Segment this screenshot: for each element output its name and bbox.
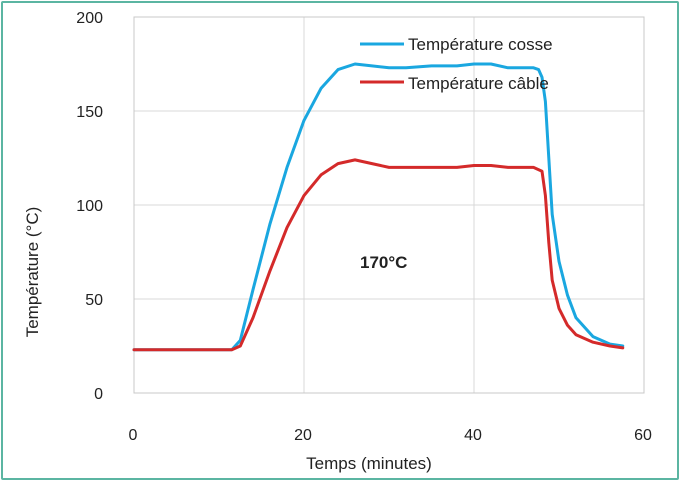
x-tick-label: 0 xyxy=(129,427,138,444)
series-lines xyxy=(132,62,625,352)
y-tick-label: 200 xyxy=(76,10,103,27)
legend-label-cable: Température câble xyxy=(408,74,549,93)
y-tick-label: 50 xyxy=(85,292,103,309)
y-tick-label: 150 xyxy=(76,104,103,121)
y-axis-title: Température (°C) xyxy=(23,207,42,338)
y-tick-labels: 0 50 100 150 200 xyxy=(76,10,103,403)
x-tick-label: 20 xyxy=(294,427,312,444)
y-tick-label: 100 xyxy=(76,198,103,215)
x-axis-title: Temps (minutes) xyxy=(306,454,432,473)
y-tick-label: 0 xyxy=(94,386,103,403)
legend-label-cosse: Température cosse xyxy=(408,35,553,54)
x-tick-label: 60 xyxy=(634,427,652,444)
plot-area-border xyxy=(133,16,645,394)
legend: Température cosse Température câble xyxy=(360,35,553,93)
x-tick-label: 40 xyxy=(464,427,482,444)
series-line-cable xyxy=(132,158,625,352)
x-tick-labels: 0 20 40 60 xyxy=(129,427,652,444)
grid-lines xyxy=(134,16,644,393)
series-line-cosse xyxy=(132,62,625,352)
annotation-170c: 170°C xyxy=(360,253,407,272)
